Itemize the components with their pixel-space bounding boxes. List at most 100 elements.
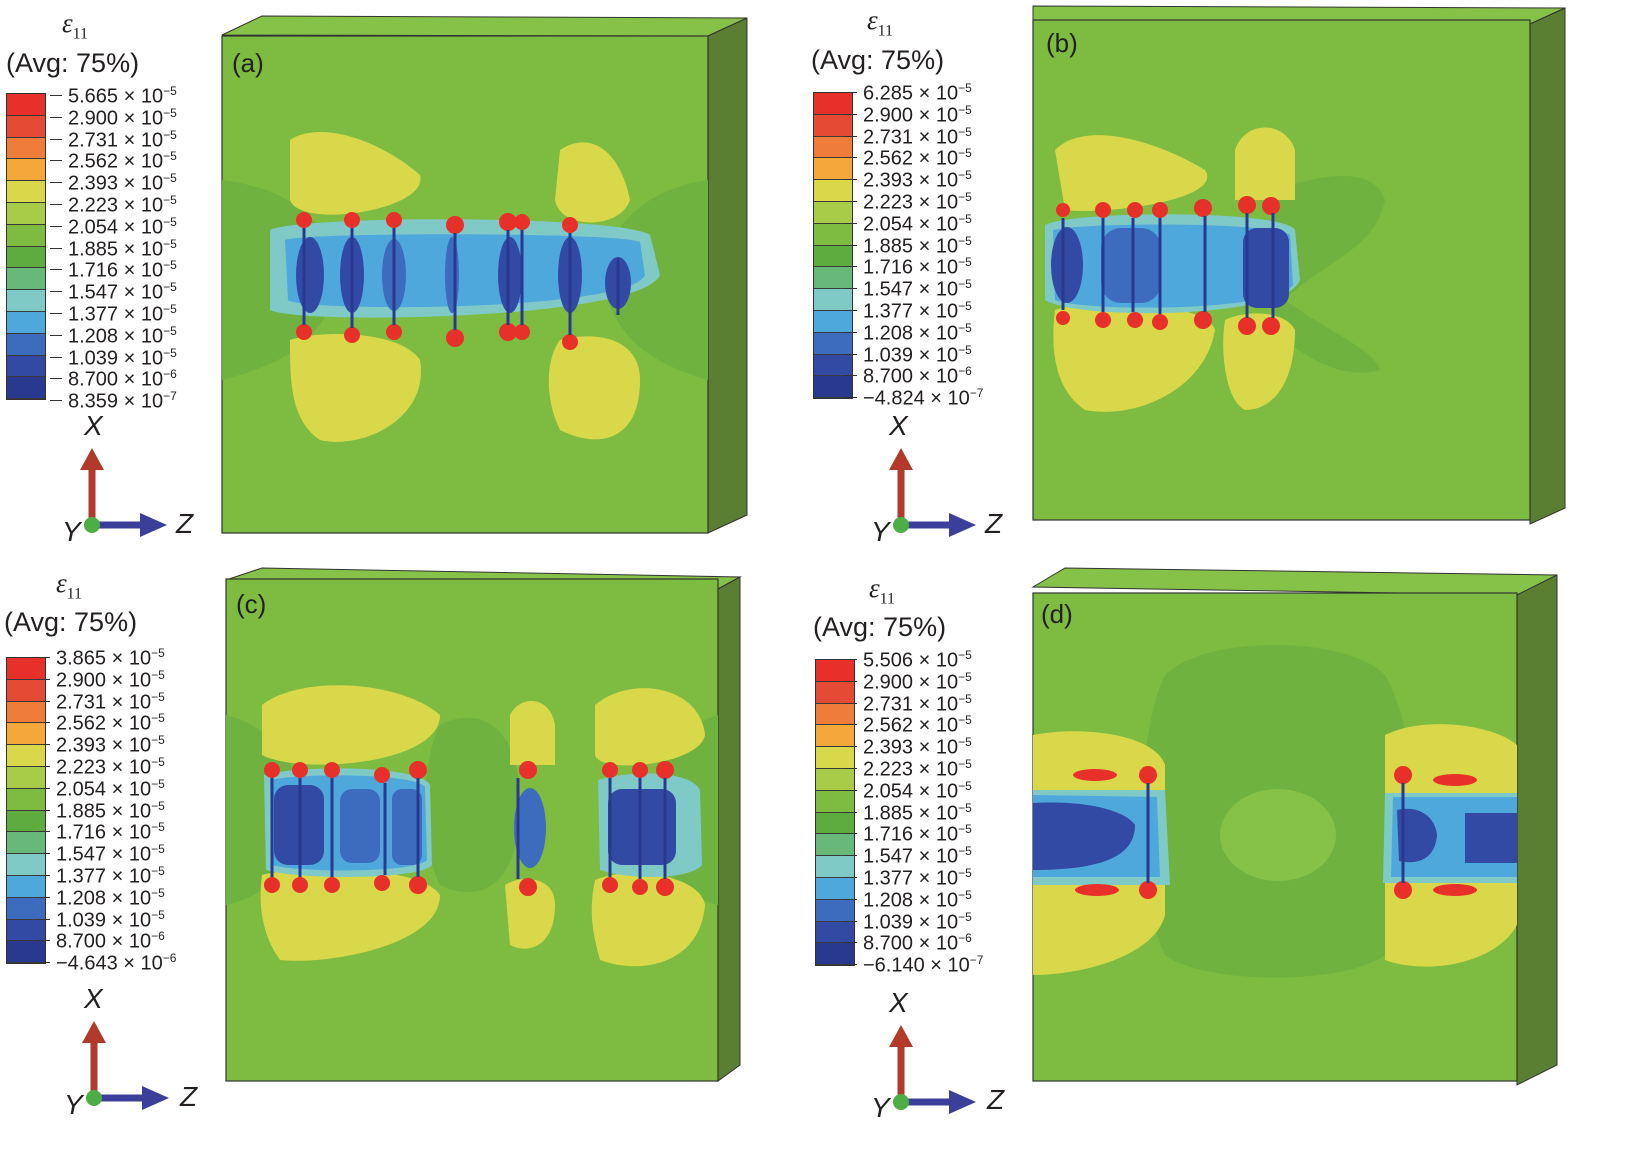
legend-swatch xyxy=(814,223,852,246)
legend-swatch xyxy=(7,202,45,225)
legend-tick xyxy=(845,92,857,93)
legend-tick xyxy=(845,288,857,290)
legend-swatch xyxy=(7,766,45,789)
legend-swatch xyxy=(7,679,45,702)
legend-swatch xyxy=(7,137,45,160)
legend-swatch xyxy=(7,224,45,247)
legend-swatch xyxy=(7,723,45,746)
legend-avg-label: (Avg: 75%) xyxy=(811,45,945,75)
legend-value-label: 2.393 × 10−5 xyxy=(68,171,177,195)
legend-swatch xyxy=(7,333,45,356)
axis-x-label: X xyxy=(84,983,103,1014)
legend-swatch xyxy=(816,877,854,900)
legend-value-label: −6.140 × 10−7 xyxy=(863,953,984,977)
legend-tick xyxy=(50,334,62,336)
legend-swatch xyxy=(7,268,45,291)
panel-label: (b) xyxy=(1046,28,1078,58)
legend-tick xyxy=(38,918,50,920)
color-legend-bar xyxy=(815,659,855,967)
legend-tick xyxy=(38,853,50,855)
legend-swatch xyxy=(814,245,852,268)
legend-value-label: 8.700 × 10−6 xyxy=(863,364,972,389)
legend-tick xyxy=(845,855,857,857)
legend-title: ε11 xyxy=(56,568,83,603)
legend-value-label: 1.208 × 10−5 xyxy=(56,885,165,910)
legend-tick xyxy=(845,811,857,813)
legend-swatch xyxy=(7,94,45,116)
color-legend-bar xyxy=(6,657,46,965)
legend-tick xyxy=(50,291,62,293)
legend-value-label: 2.223 × 10−5 xyxy=(863,190,972,214)
legend-value-label: 6.285 × 10−5 xyxy=(863,81,972,105)
legend-value-label: 2.562 × 10−5 xyxy=(863,146,972,171)
legend-tick xyxy=(50,116,62,118)
legend-value-label: 5.506 × 10−5 xyxy=(863,648,972,672)
legend-swatch xyxy=(7,159,45,182)
legend-value-label: 1.885 × 10−5 xyxy=(56,798,165,823)
legend-tick xyxy=(845,724,857,726)
legend-tick xyxy=(38,657,50,658)
legend-tick xyxy=(845,702,857,704)
legend-swatch xyxy=(7,788,45,811)
contour-model-c xyxy=(225,567,742,1082)
legend-tick xyxy=(845,266,857,268)
legend-tick xyxy=(845,397,857,399)
contour-model-d xyxy=(1031,567,1558,1086)
legend-value-label: 8.700 × 10−6 xyxy=(863,931,972,956)
legend-swatch xyxy=(814,158,852,181)
legend-value-label: 1.377 × 10−5 xyxy=(863,299,972,323)
legend-value-label: 1.039 × 10−5 xyxy=(68,345,177,370)
legend-tick xyxy=(50,204,62,205)
legend-swatch xyxy=(814,93,852,115)
legend-tick xyxy=(845,789,857,791)
legend-tick xyxy=(845,877,857,878)
legend-swatch xyxy=(816,768,854,791)
legend-value-label: 5.665 × 10−5 xyxy=(68,84,177,108)
legend-tick xyxy=(38,940,50,942)
legend-value-label: 8.700 × 10−6 xyxy=(68,367,177,392)
legend-value-label: 1.716 × 10−5 xyxy=(863,822,972,847)
legend-tick xyxy=(845,310,857,311)
legend-value-label: 1.885 × 10−5 xyxy=(68,236,177,261)
legend-swatch xyxy=(7,875,45,898)
legend-value-label: 2.393 × 10−5 xyxy=(863,168,972,192)
legend-value-label: 1.208 × 10−5 xyxy=(68,323,177,348)
legend-swatch xyxy=(7,897,45,920)
legend-swatch xyxy=(816,899,854,922)
legend-tick xyxy=(845,157,857,159)
legend-swatch xyxy=(816,943,854,966)
legend-tick xyxy=(50,138,62,140)
legend-value-label: 1.208 × 10−5 xyxy=(863,887,972,912)
legend-swatch xyxy=(7,701,45,724)
legend-tick xyxy=(38,896,50,898)
legend-value-label: 2.731 × 10−5 xyxy=(863,124,972,149)
axis-z-label: Z xyxy=(180,1081,198,1112)
legend-value-label: 1.039 × 10−5 xyxy=(56,907,165,932)
legend-value-label: 1.547 × 10−5 xyxy=(68,280,177,304)
legend-swatch xyxy=(816,812,854,835)
legend-value-label: 2.562 × 10−5 xyxy=(56,711,165,736)
legend-value-label: 1.547 × 10−5 xyxy=(863,844,972,868)
legend-swatch xyxy=(814,114,852,137)
legend-swatch xyxy=(814,201,852,224)
legend-swatch xyxy=(7,181,45,203)
legend-value-label: 2.223 × 10−5 xyxy=(863,757,972,781)
legend-value-label: 2.393 × 10−5 xyxy=(56,733,165,757)
legend-swatch xyxy=(814,354,852,377)
legend-swatch xyxy=(816,921,854,944)
axis-z-label: Z xyxy=(985,508,1003,539)
legend-tick xyxy=(38,787,50,789)
legend-tick xyxy=(845,113,857,115)
legend-avg-label: (Avg: 75%) xyxy=(6,48,140,78)
legend-tick xyxy=(38,766,50,767)
legend-swatch xyxy=(7,377,45,400)
legend-value-label: 1.547 × 10−5 xyxy=(56,842,165,866)
legend-value-label: 2.054 × 10−5 xyxy=(863,778,972,803)
legend-value-label: 2.900 × 10−5 xyxy=(863,102,972,127)
legend-swatch xyxy=(814,136,852,159)
legend-swatch xyxy=(7,115,45,138)
legend-tick xyxy=(50,356,62,358)
legend-tick xyxy=(845,179,857,181)
legend-swatch xyxy=(7,311,45,334)
legend-value-label: 2.562 × 10−5 xyxy=(68,149,177,174)
